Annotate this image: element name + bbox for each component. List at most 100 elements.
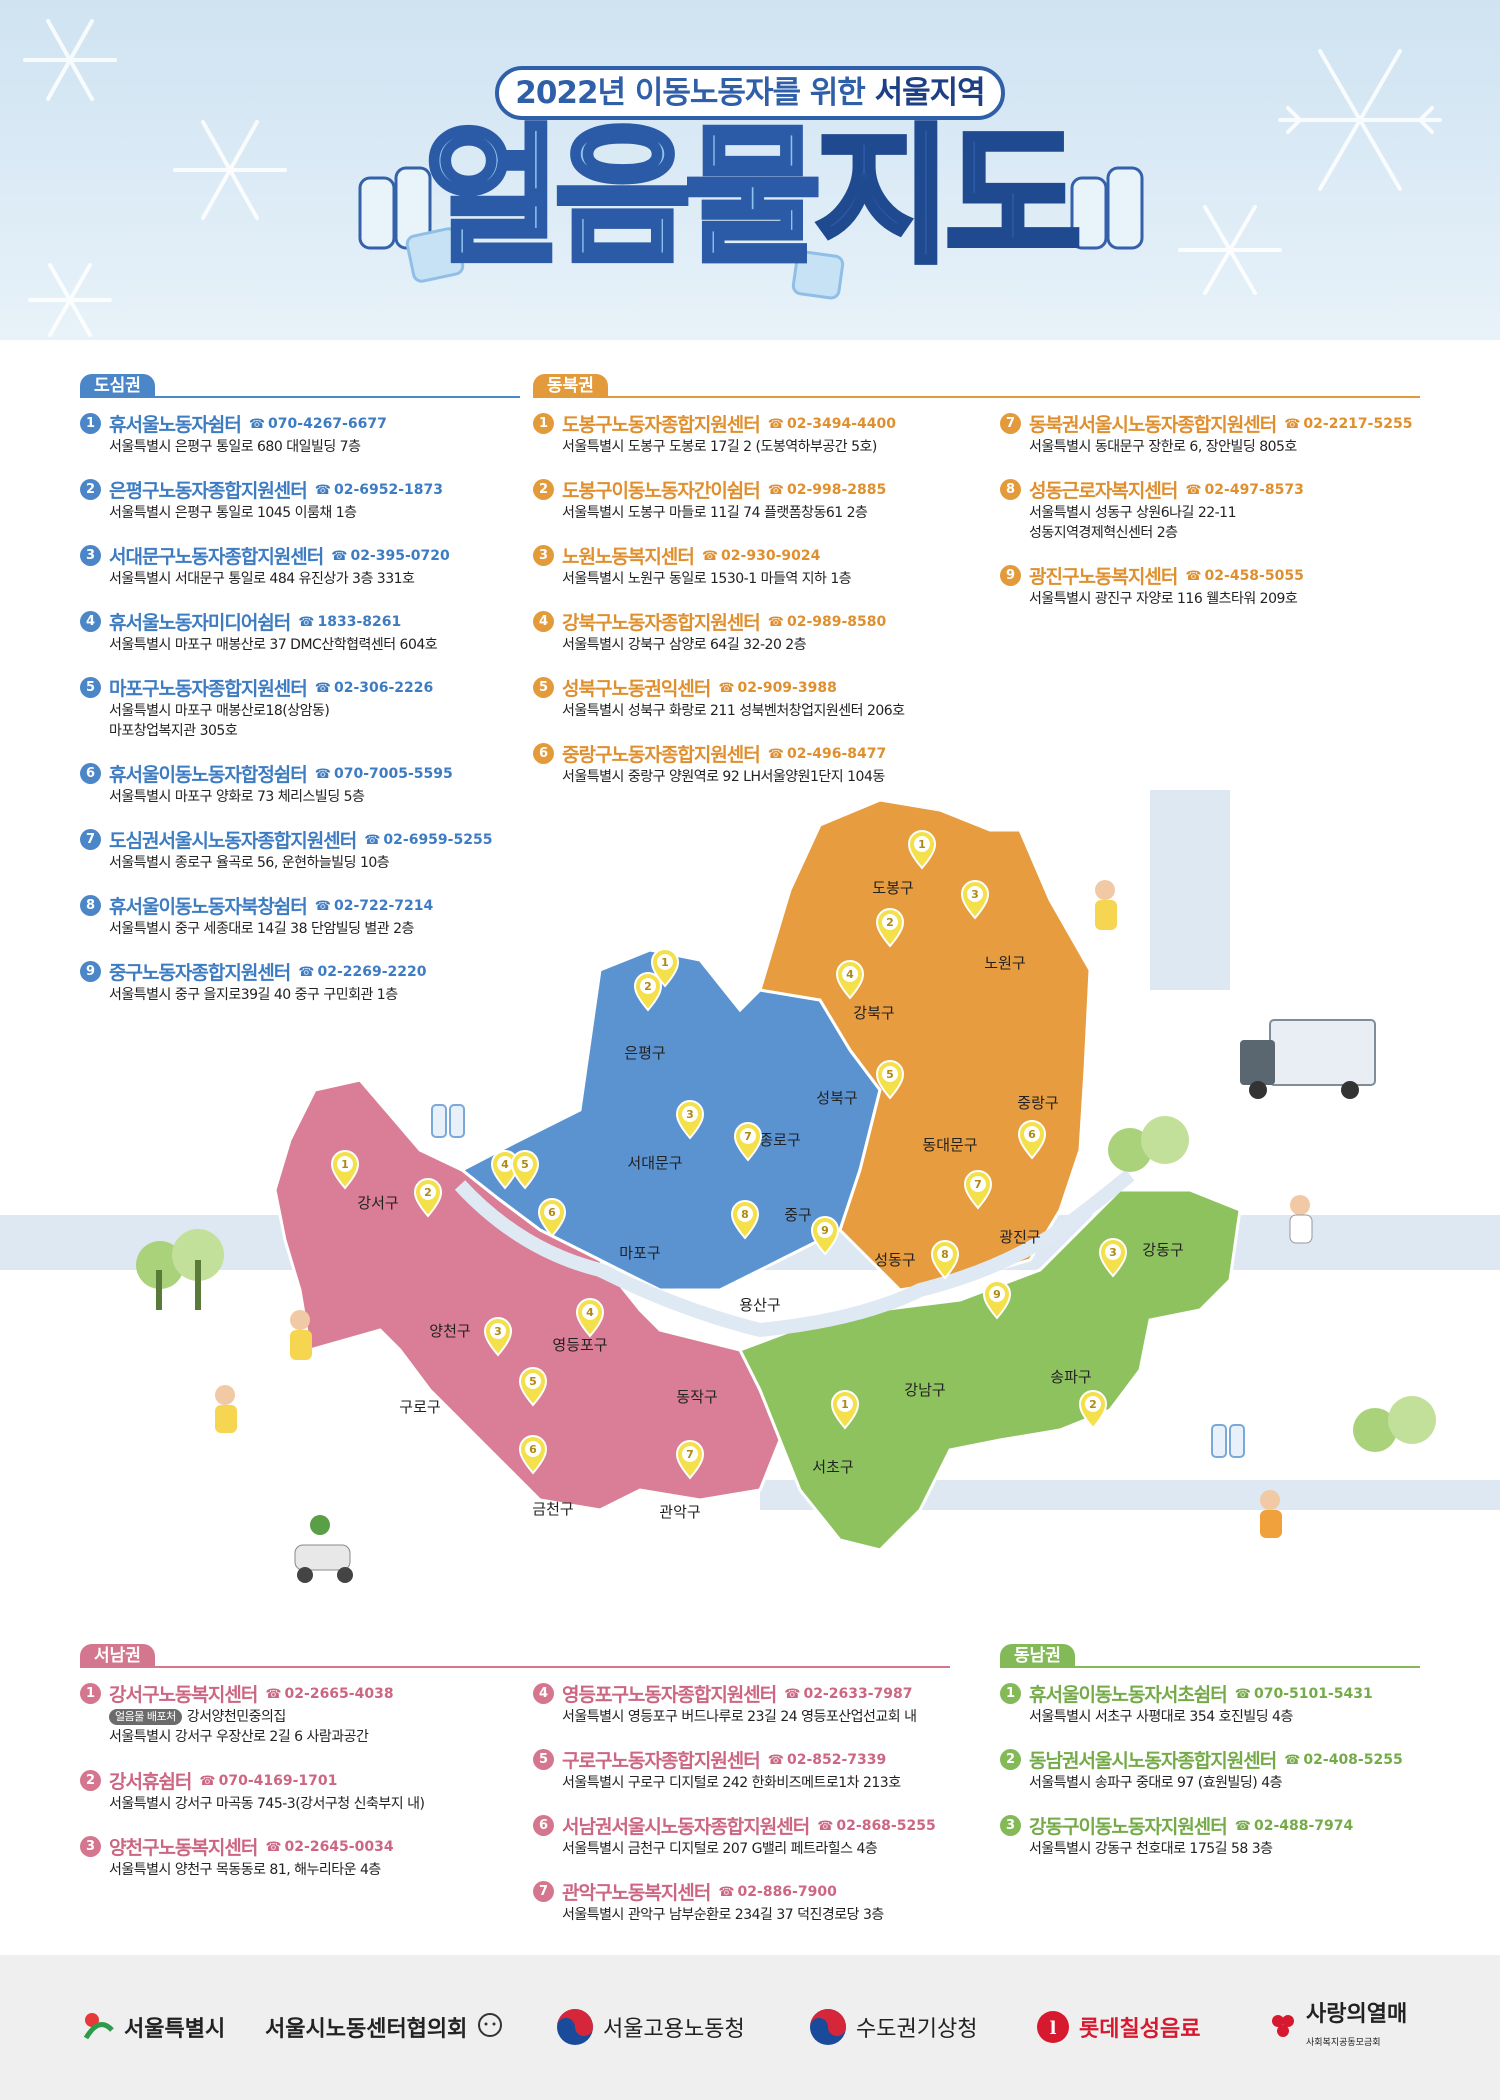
phone-number[interactable]: 02-6952-1873 (315, 482, 443, 498)
location-pin-icon[interactable]: 1 (907, 830, 937, 870)
location-pin-icon[interactable]: 9 (982, 1280, 1012, 1320)
center-name: 영등포구노동자종합지원센터 (562, 1684, 777, 1706)
address: 서울특별시 성동구 상원6나길 22-11 (1029, 505, 1237, 521)
list-item: 6 중랑구노동자종합지원센터 02-496-8477 서울특별시 중랑구 양원역로 … (533, 740, 993, 787)
logo-subtext: 사회복지공동모금회 (1306, 2038, 1381, 2048)
pin-dot (1105, 1244, 1121, 1260)
divider (80, 1666, 950, 1668)
phone-number[interactable]: 02-2665-4038 (265, 1686, 394, 1702)
phone-number[interactable]: 02-989-8580 (768, 614, 886, 630)
list-item: 6 서남권서울시노동자종합지원센터 02-868-5255 서울특별시 금천구 디지… (533, 1812, 993, 1859)
phone-number[interactable]: 02-488-7974 (1235, 1818, 1353, 1834)
location-pin-icon[interactable]: 7 (733, 1122, 763, 1162)
logo-seoul[interactable]: 서울특별시 (82, 2007, 225, 2047)
pin-number: 9 (1000, 565, 1021, 586)
district-label: 송파구 (1050, 1368, 1091, 1386)
location-pin-icon[interactable]: 3 (675, 1100, 705, 1140)
location-pin-icon[interactable]: 1 (330, 1150, 360, 1190)
address: 서울특별시 성북구 화랑로 211 성북벤처창업지원센터 206호 (562, 703, 905, 719)
location-pin-icon[interactable]: 9 (810, 1216, 840, 1256)
pin-number: 2 (533, 479, 554, 500)
location-pin-icon[interactable]: 3 (1098, 1238, 1128, 1278)
district-label: 중랑구 (1017, 1094, 1058, 1112)
phone-number[interactable]: 1833-8261 (298, 614, 401, 630)
phone-number[interactable]: 070-4267-6677 (249, 416, 387, 432)
pin-number: 6 (533, 743, 554, 764)
pin-number: 2 (886, 916, 894, 929)
location-pin-icon[interactable]: 2 (1078, 1390, 1108, 1430)
center-name: 도봉구노동자종합지원센터 (562, 414, 761, 436)
phone-number[interactable]: 02-998-2885 (768, 482, 886, 498)
phone-number[interactable]: 070-4169-1701 (199, 1773, 338, 1789)
phone-number[interactable]: 02-886-7900 (718, 1884, 837, 1900)
taegeuk-icon (810, 2009, 846, 2045)
ice-cube-icon (405, 227, 845, 300)
snowflake-decoration (23, 19, 1442, 337)
logo-weather[interactable]: 수도권기상청 (808, 2007, 977, 2047)
phone-number[interactable]: 02-408-5255 (1284, 1752, 1402, 1768)
district-label: 종로구 (759, 1131, 800, 1149)
phone-number[interactable]: 02-2645-0034 (265, 1839, 394, 1855)
logo-text: 수도권기상청 (856, 2017, 978, 2042)
location-pin-icon[interactable]: 2 (633, 972, 663, 1012)
center-name: 휴서울노동자미디어쉼터 (109, 612, 291, 634)
location-pin-icon[interactable]: 2 (413, 1178, 443, 1218)
district-label: 양천구 (429, 1322, 470, 1340)
phone-number[interactable]: 02-458-5055 (1185, 568, 1304, 584)
phone-number[interactable]: 02-909-3988 (718, 680, 837, 696)
logo-labor-council[interactable]: 서울시노동센터협의회 (265, 2007, 513, 2047)
location-pin-icon[interactable]: 5 (518, 1367, 548, 1407)
location-pin-icon[interactable]: 8 (730, 1200, 760, 1240)
list-item: 9 중구노동자종합지원센터 02-2269-2220 서울특별시 중구 을지로39길… (80, 958, 540, 1005)
phone-number[interactable]: 02-852-7339 (768, 1752, 886, 1768)
location-pin-icon[interactable]: 7 (675, 1440, 705, 1480)
logo-sarang[interactable]: 사랑의열매 사회복지공동모금회 (1268, 2002, 1407, 2048)
phone-number[interactable]: 02-2269-2220 (298, 964, 426, 980)
phone-number[interactable]: 02-2633-7987 (784, 1686, 912, 1702)
location-pin-icon[interactable]: 4 (835, 960, 865, 1000)
logo-lotte[interactable]: l 롯데칠성음료 (1035, 2007, 1200, 2047)
phone-number[interactable]: 02-722-7214 (315, 898, 433, 914)
phone-number[interactable]: 070-7005-5595 (315, 766, 453, 782)
location-pin-icon[interactable]: 6 (518, 1435, 548, 1475)
pin-number: 4 (846, 968, 854, 981)
phone-number[interactable]: 070-5101-5431 (1235, 1686, 1373, 1702)
location-pin-icon[interactable]: 5 (875, 1060, 905, 1100)
list-item: 1 휴서울이동노동자서초쉼터 070-5101-5431 서울특별시 서초구 사평대… (1000, 1680, 1460, 1727)
logo-employment[interactable]: 서울고용노동청 (555, 2007, 745, 2047)
phone-number[interactable]: 02-6959-5255 (364, 832, 492, 848)
location-pin-icon[interactable]: 5 (510, 1150, 540, 1190)
district-label: 강동구 (1142, 1241, 1183, 1259)
center-name: 강서휴쉼터 (109, 1771, 192, 1793)
location-pin-icon[interactable]: 6 (1017, 1120, 1047, 1160)
location-pin-icon[interactable]: 6 (537, 1198, 567, 1238)
phone-number[interactable]: 02-395-0720 (331, 548, 449, 564)
phone-number[interactable]: 02-497-8573 (1185, 482, 1304, 498)
district-label: 노원구 (984, 954, 1025, 972)
center-name: 광진구노동복지센터 (1029, 566, 1178, 588)
pin-number: 7 (974, 1178, 982, 1191)
location-pin-icon[interactable]: 3 (483, 1317, 513, 1357)
location-pin-icon[interactable]: 4 (575, 1298, 605, 1338)
pin-dot (989, 1286, 1005, 1302)
phone-number[interactable]: 02-930-9024 (702, 548, 820, 564)
region-tag-seonam: 서남권 (80, 1644, 155, 1668)
location-pin-icon[interactable]: 8 (930, 1240, 960, 1280)
location-pin-icon[interactable]: 7 (963, 1170, 993, 1210)
phone-number[interactable]: 02-496-8477 (768, 746, 886, 762)
location-pin-icon[interactable]: 3 (960, 880, 990, 920)
phone-number[interactable]: 02-306-2226 (315, 680, 433, 696)
list-item: 8 성동근로자복지센터 02-497-8573 서울특별시 성동구 상원6나길 22… (1000, 476, 1460, 543)
pin-dot (640, 978, 656, 994)
location-pin-icon[interactable]: 1 (830, 1390, 860, 1430)
location-pin-icon[interactable]: 2 (875, 908, 905, 948)
district-label: 은평구 (624, 1044, 665, 1062)
list-item: 1 도봉구노동자종합지원센터 02-3494-4400 서울특별시 도봉구 도봉로 … (533, 410, 993, 457)
phone-number[interactable]: 02-3494-4400 (768, 416, 896, 432)
phone-number[interactable]: 02-868-5255 (817, 1818, 935, 1834)
road-shape (760, 1480, 1500, 1510)
district-label: 영등포구 (552, 1336, 607, 1354)
address: 서울특별시 마포구 매봉산로 37 DMC산학협력센터 604호 (109, 637, 438, 653)
phone-number[interactable]: 02-2217-5255 (1284, 416, 1412, 432)
